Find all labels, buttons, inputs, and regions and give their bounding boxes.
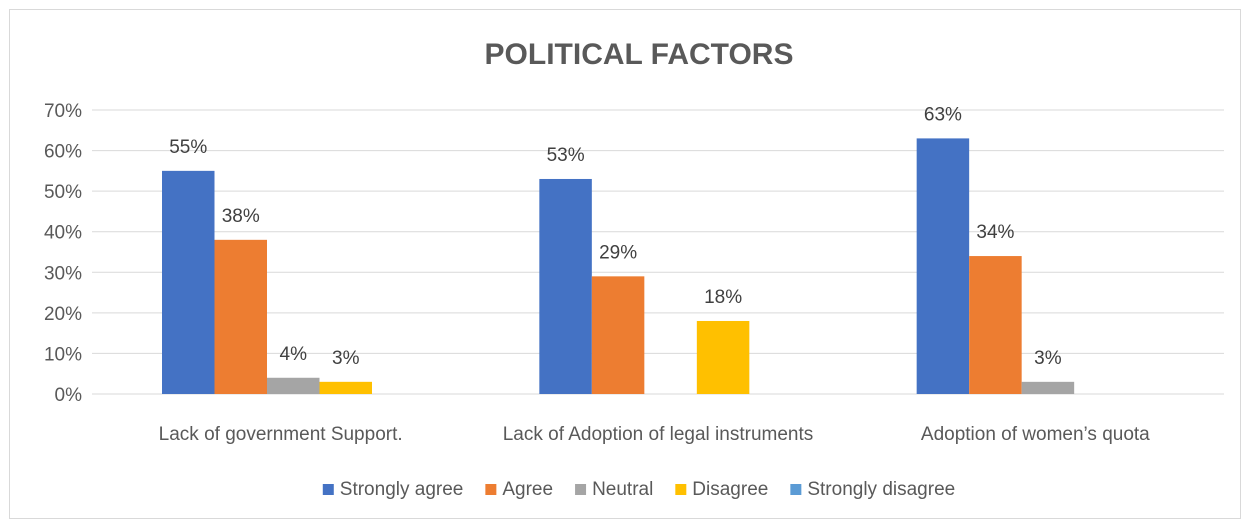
y-tick-label: 30% xyxy=(44,263,82,284)
data-label: 53% xyxy=(547,145,585,166)
data-label: 34% xyxy=(976,222,1014,243)
legend-item: Agree xyxy=(485,479,553,500)
bar xyxy=(917,138,970,394)
category-labels: Lack of government Support. Lack of Adopt… xyxy=(159,424,1151,445)
legend-label: Strongly disagree xyxy=(807,479,955,500)
legend-label: Agree xyxy=(502,479,553,500)
legend-label: Disagree xyxy=(692,479,768,500)
category-label: Adoption of women’s quota xyxy=(921,424,1150,445)
chart-title: POLITICAL FACTORS xyxy=(485,38,794,71)
data-label: 55% xyxy=(169,137,207,158)
legend-label: Neutral xyxy=(592,479,653,500)
data-label: 18% xyxy=(704,287,742,308)
category-label: Lack of government Support. xyxy=(159,424,403,445)
bar xyxy=(320,382,373,394)
data-label: 4% xyxy=(280,344,308,365)
data-label: 3% xyxy=(1034,348,1062,369)
y-tick-label: 20% xyxy=(44,304,82,325)
data-label: 29% xyxy=(599,242,637,263)
legend-item: Strongly agree xyxy=(323,479,464,500)
data-label: 3% xyxy=(332,348,360,369)
legend-swatch xyxy=(485,484,496,495)
bar xyxy=(697,321,750,394)
y-tick-label: 60% xyxy=(44,142,82,163)
data-label: 63% xyxy=(924,104,962,125)
y-tick-label: 10% xyxy=(44,344,82,365)
category-label: Lack of Adoption of legal instruments xyxy=(503,424,814,445)
bar xyxy=(162,171,215,394)
bar xyxy=(969,256,1022,394)
bar xyxy=(267,378,320,394)
legend-item: Strongly disagree xyxy=(790,479,955,500)
legend-swatch xyxy=(575,484,586,495)
legend-item: Disagree xyxy=(675,479,768,500)
legend-swatch xyxy=(790,484,801,495)
y-tick-label: 0% xyxy=(55,385,83,406)
legend-swatch xyxy=(323,484,334,495)
bar xyxy=(539,179,592,394)
data-label: 38% xyxy=(222,206,260,227)
bar xyxy=(1022,382,1075,394)
legend-label: Strongly agree xyxy=(340,479,464,500)
y-axis-ticks: 0% 10% 20% 30% 40% 50% 60% 70% xyxy=(44,101,82,406)
legend-item: Neutral xyxy=(575,479,653,500)
y-tick-label: 70% xyxy=(44,101,82,122)
y-tick-label: 40% xyxy=(44,223,82,244)
y-tick-label: 50% xyxy=(44,182,82,203)
bar xyxy=(215,240,268,394)
legend: Strongly agree Agree Neutral Disagree Strong… xyxy=(323,479,955,500)
legend-swatch xyxy=(675,484,686,495)
bar xyxy=(592,276,645,394)
